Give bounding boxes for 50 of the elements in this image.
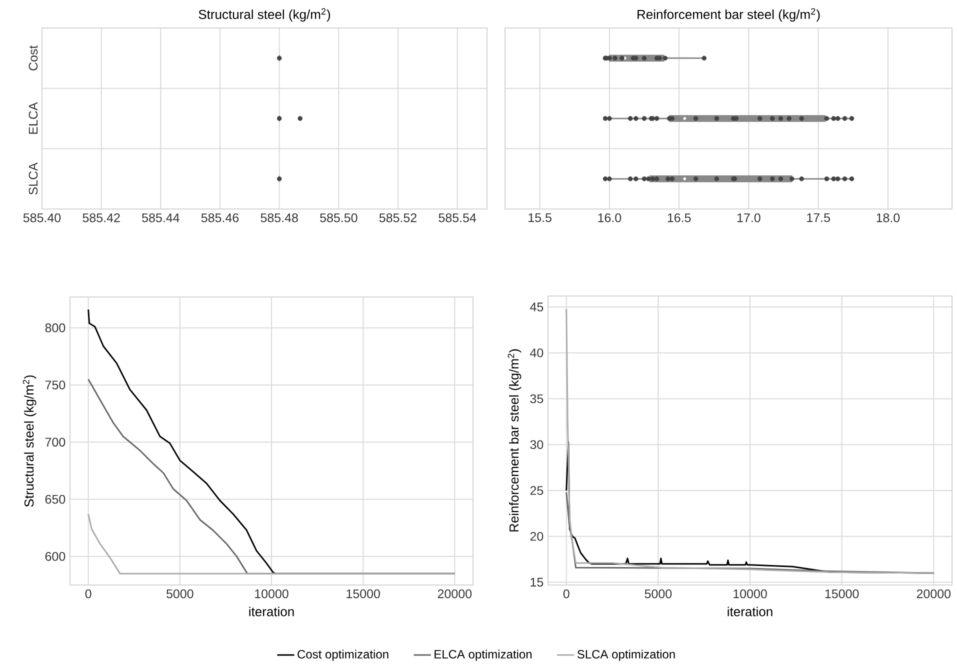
y-tick-label: 800 bbox=[45, 323, 66, 332]
x-tick-label: 16.5 bbox=[668, 213, 691, 222]
line-series bbox=[88, 513, 456, 574]
y-tick-label: 600 bbox=[45, 552, 66, 561]
x-tick-label: 585.54 bbox=[438, 213, 476, 222]
y-tick-label: ELCA bbox=[28, 102, 38, 134]
y-tick-label: 25 bbox=[530, 486, 544, 495]
x-tick-label: 16.0 bbox=[598, 213, 622, 222]
x-tick-label: 585.48 bbox=[260, 213, 298, 222]
y-tick-label: 45 bbox=[530, 302, 544, 312]
x-tick-label: 18.0 bbox=[876, 213, 900, 222]
x-tick-label: 585.44 bbox=[142, 213, 180, 222]
y-tick-label: 750 bbox=[45, 380, 66, 390]
y-tick-label: Cost bbox=[28, 45, 38, 70]
x-tick-label: 20000 bbox=[438, 589, 472, 598]
x-tick-label: 585.40 bbox=[23, 213, 61, 222]
x-tick-label: 0 bbox=[563, 589, 570, 598]
legend-label: SLCA optimization bbox=[577, 650, 675, 661]
x-tick-label: 17.0 bbox=[737, 213, 760, 222]
x-tick-label: 585.42 bbox=[82, 213, 120, 222]
y-tick-label: 40 bbox=[530, 348, 544, 358]
x-tick-label: 585.52 bbox=[379, 213, 416, 222]
y-axis-title: Reinforcement bar steel (kg/m$^{2}$) bbox=[508, 349, 522, 532]
x-tick-label: 15000 bbox=[346, 589, 380, 598]
y-tick-label: 30 bbox=[530, 440, 544, 450]
x-tick-label: 585.46 bbox=[201, 213, 239, 222]
x-tick-label: 585.50 bbox=[320, 213, 358, 222]
line-series bbox=[566, 308, 934, 574]
x-tick-label: 0 bbox=[85, 589, 92, 598]
x-tick-label: 10000 bbox=[734, 589, 767, 598]
x-axis-title: iteration bbox=[728, 606, 772, 616]
x-tick-label: 5000 bbox=[644, 589, 672, 598]
chart-title: Structural steel (kg/m$^{2}$) bbox=[198, 8, 330, 22]
x-tick-label: 20000 bbox=[916, 589, 951, 598]
x-tick-label: 17.5 bbox=[807, 213, 830, 222]
x-tick-label: 15.5 bbox=[528, 213, 552, 222]
y-axis-title: Structural steel (kg/m$^{2}$) bbox=[22, 375, 36, 507]
y-tick-label: 700 bbox=[45, 438, 66, 447]
x-axis-title: iteration bbox=[249, 606, 294, 616]
x-tick-label: 5000 bbox=[166, 589, 194, 598]
legend-label: ELCA optimization bbox=[434, 650, 532, 661]
x-tick-label: 10000 bbox=[255, 589, 288, 598]
y-tick-label: 15 bbox=[530, 578, 544, 587]
y-tick-label: 20 bbox=[530, 532, 544, 541]
y-tick-label: 35 bbox=[530, 394, 544, 404]
y-tick-label: 650 bbox=[45, 494, 66, 504]
chart-title: Reinforcement bar steel (kg/m$^{2}$) bbox=[638, 8, 820, 22]
x-tick-label: 15000 bbox=[825, 589, 859, 598]
y-tick-label: SLCA bbox=[28, 162, 38, 195]
legend-label: Cost optimization bbox=[298, 650, 388, 661]
